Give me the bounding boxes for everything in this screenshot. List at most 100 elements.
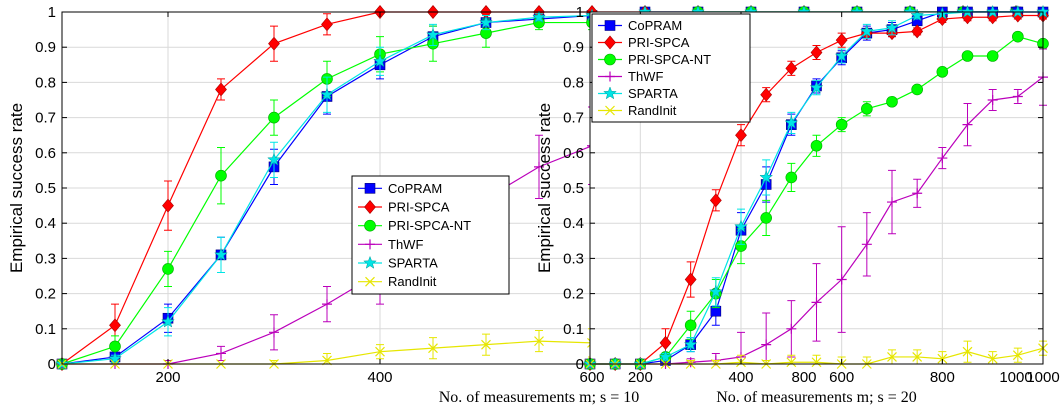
- legend: CoPRAM PRI-SPCA PRI-SPCA-NT ThWF SPARTA RandI…: [591, 13, 751, 123]
- legend-entry: PRI-SPCA: [358, 200, 450, 215]
- legend-label: RandInit: [388, 274, 437, 289]
- x-tick-label: 800: [791, 369, 816, 386]
- data-point: [785, 171, 798, 184]
- data-point: [886, 95, 898, 108]
- x-tick-label: 200: [628, 369, 653, 386]
- data-point: [960, 4, 975, 18]
- data-point: [962, 119, 973, 130]
- data-point: [911, 24, 924, 39]
- x-tick-label: 800: [930, 369, 955, 386]
- data-point: [835, 33, 848, 48]
- y-tick-label: 0.4: [35, 215, 56, 232]
- data-point: [811, 357, 822, 368]
- y-tick-label: 0.4: [563, 215, 584, 232]
- data-point: [1012, 350, 1023, 361]
- data-point: [321, 17, 333, 32]
- data-point: [162, 198, 174, 213]
- data-point: [1012, 91, 1023, 102]
- data-point: [108, 351, 122, 365]
- ticks: 200 400 600 800 1000 0 0.1 0.2 0.3 0.4 0.5 0.6 0.7 0.…: [35, 4, 1033, 386]
- legend-marker: [604, 53, 616, 66]
- data-point: [961, 50, 974, 62]
- legend-label: CoPRAM: [628, 18, 682, 33]
- data-point: [162, 263, 174, 275]
- legend-label: CoPRAM: [388, 181, 442, 196]
- legend-label: PRI-SPCA: [388, 200, 450, 215]
- legend-entry: RandInit: [358, 274, 437, 289]
- data-point: [659, 335, 672, 350]
- data-point: [911, 83, 923, 96]
- x-tick-label: 400: [728, 369, 753, 386]
- data-point: [784, 115, 799, 129]
- data-point: [859, 24, 874, 38]
- data-point: [322, 299, 332, 310]
- legend-marker: [605, 105, 615, 116]
- data-point: [887, 197, 897, 208]
- legend-entry: PRI-SPCA: [598, 35, 690, 50]
- legend-label: SPARTA: [388, 256, 438, 271]
- legend-label: PRI-SPCA: [628, 35, 690, 50]
- data-point: [861, 239, 872, 250]
- data-point: [479, 15, 493, 29]
- data-point: [161, 314, 175, 328]
- legend-marker: [604, 35, 616, 50]
- data-point: [683, 337, 698, 351]
- data-point: [760, 87, 773, 102]
- x-tick-label: 400: [367, 369, 392, 386]
- data-point: [786, 357, 797, 368]
- data-point: [810, 45, 823, 60]
- ticks: 200 400 600 800 1000 0 0.1 0.2 0.3 0.4 0.5 0.6 0.7 0.…: [563, 4, 1060, 386]
- legend-marker: [604, 20, 616, 31]
- y-tick-label: 0.9: [35, 39, 56, 56]
- data-point: [810, 139, 823, 152]
- data-point: [109, 340, 121, 353]
- data-point: [1012, 30, 1024, 43]
- data-point: [985, 4, 1000, 18]
- y-tick-label: 0.9: [563, 39, 584, 56]
- legend-marker: [603, 86, 617, 100]
- data-point: [912, 352, 923, 362]
- data-point: [937, 353, 948, 364]
- data-point: [373, 54, 387, 68]
- data-point: [887, 352, 897, 362]
- data-point: [734, 219, 748, 233]
- y-tick-label: 0.7: [35, 110, 56, 127]
- data-point: [835, 118, 848, 131]
- y-tick-label: 0.2: [35, 286, 56, 303]
- data-point: [987, 95, 998, 105]
- data-point: [962, 346, 973, 357]
- y-tick-label: 0.3: [35, 250, 56, 267]
- legend-box: [591, 13, 751, 123]
- data-point: [215, 82, 227, 97]
- data-point: [761, 339, 772, 350]
- y-tick-label: 0: [48, 356, 56, 373]
- y-tick-label: 0.6: [563, 145, 584, 162]
- legend-label: RandInit: [628, 103, 677, 118]
- data-point: [268, 111, 280, 124]
- y-tick-label: 0.5: [563, 180, 584, 197]
- x-tick-label: 600: [579, 369, 604, 386]
- legend: CoPRAM PRI-SPCA PRI-SPCA-NT ThWF SPARTA RandI…: [351, 175, 510, 295]
- y-tick-label: 0.8: [35, 74, 56, 91]
- legend-marker: [364, 183, 376, 194]
- data-point: [320, 87, 334, 101]
- legend-label: PRI-SPCA-NT: [628, 52, 711, 67]
- y-tick-label: 0.2: [563, 286, 584, 303]
- legend-marker: [605, 71, 615, 82]
- x-tick-label: 600: [829, 369, 854, 386]
- data-point: [785, 61, 798, 76]
- data-point: [532, 10, 546, 24]
- data-point: [936, 66, 949, 78]
- legend-entry: ThWF: [358, 237, 423, 252]
- y-tick-label: 0: [576, 356, 584, 373]
- data-point: [836, 274, 847, 285]
- legend-marker: [365, 276, 375, 287]
- data-point: [861, 103, 873, 115]
- y-tick-label: 1: [576, 4, 584, 21]
- chart-right-s20: 200 400 600 800 1000 0 0.1 0.2 0.3 0.4 0.5 0.6 0.7 0.…: [535, 4, 1060, 406]
- data-point: [708, 284, 723, 298]
- data-point: [834, 48, 849, 62]
- x-axis-label: No. of measurements m; s = 10: [439, 389, 640, 406]
- x-tick-label: 1000: [1026, 369, 1059, 386]
- data-point: [216, 348, 226, 359]
